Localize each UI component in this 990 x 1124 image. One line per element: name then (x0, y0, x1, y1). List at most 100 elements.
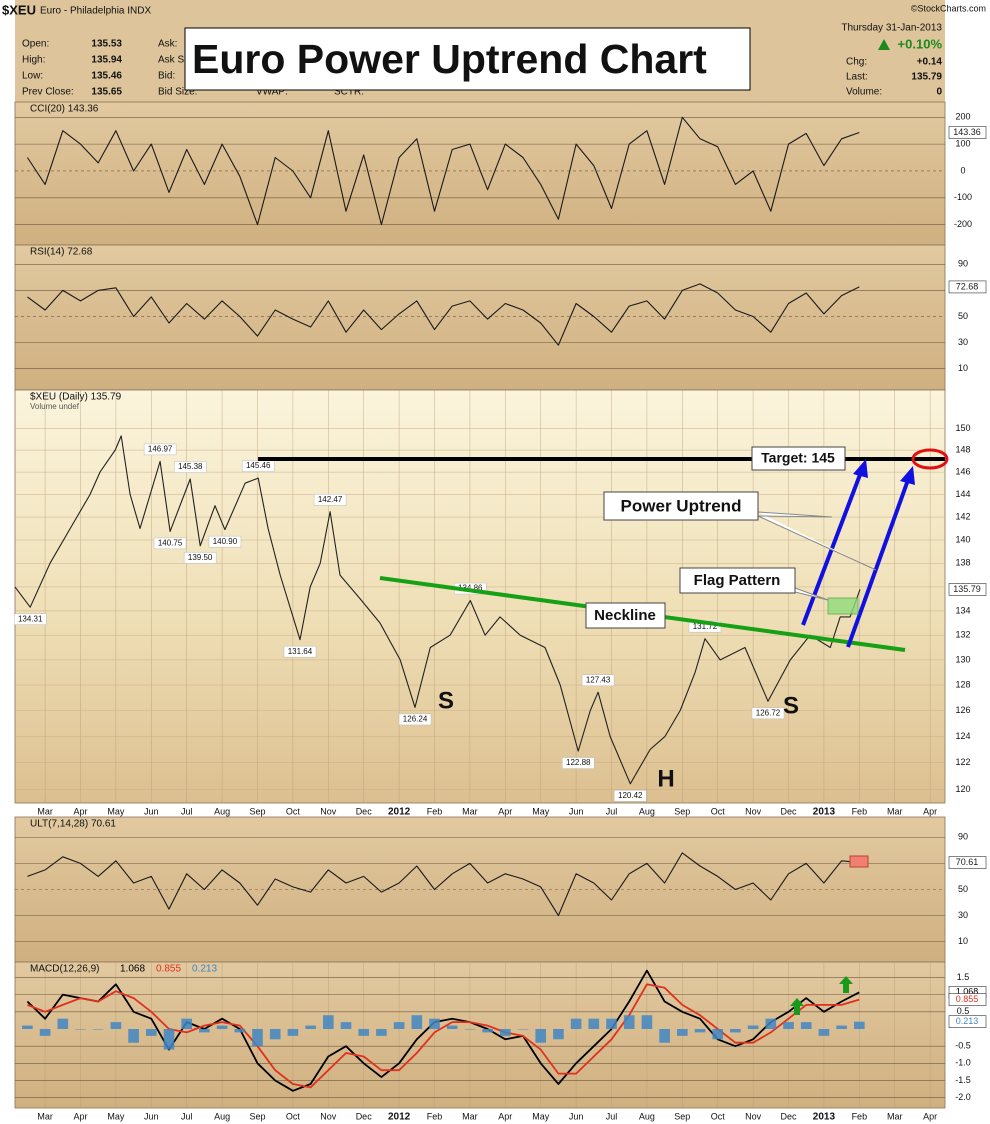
last-value-box (948, 993, 987, 1006)
x-tick-label: Nov (320, 806, 337, 816)
last-value-box (948, 856, 987, 869)
histogram-bar (818, 1028, 830, 1036)
pivot-label-box (313, 493, 347, 506)
x-tick-label: Jun (144, 1111, 159, 1121)
quote-label: High: (22, 55, 45, 66)
x-tick-label: Feb (427, 806, 443, 816)
x-tick-label: Jun (569, 806, 584, 816)
histogram-bar (606, 1018, 617, 1029)
histogram-bar (854, 1021, 865, 1029)
book-label: Bid: (158, 71, 175, 82)
title-box (184, 27, 751, 91)
panel-sublabel: Volume undef (30, 402, 80, 411)
target-ellipse (911, 448, 949, 470)
y-tick-label: 10 (958, 363, 968, 373)
book-label: Ask: (158, 39, 177, 50)
y-tick-label: 128 (955, 679, 970, 689)
histogram-bar (783, 1022, 794, 1029)
histogram-bar (836, 1025, 847, 1029)
extra-label: SCTR: (334, 87, 364, 98)
histogram-bar (641, 1015, 653, 1029)
histogram-bar (429, 1018, 440, 1029)
pivot-label: 146.97 (148, 445, 173, 454)
histogram-bar (570, 1018, 582, 1029)
histogram-bar (340, 1022, 352, 1029)
y-tick-label: 30 (958, 337, 968, 347)
arrow-head (853, 459, 868, 478)
histogram-bar (553, 1028, 564, 1040)
histogram-bar (287, 1028, 299, 1036)
y-tick-label: -2.0 (955, 1092, 971, 1102)
buy-arrow (839, 976, 853, 993)
pivot-label-box (398, 713, 432, 726)
stat-value: 0 (936, 87, 942, 98)
pivot-label: 134.86 (458, 584, 483, 593)
y-tick-label: 142 (955, 511, 970, 521)
x-tick-label: Nov (745, 1111, 762, 1121)
x-tick-label: Jul (606, 1111, 618, 1121)
y-tick-label: 50 (958, 884, 968, 894)
quote-value: 135.94 (91, 55, 122, 66)
y-tick-label: 0 (960, 165, 965, 175)
callout-box (751, 446, 846, 471)
histogram-bar (57, 1018, 69, 1029)
x-tick-label: Oct (286, 806, 301, 816)
histogram-bar (376, 1028, 387, 1036)
x-tick-label: Dec (781, 1111, 798, 1121)
y-tick-label: 126 (955, 705, 970, 715)
histogram-bar (659, 1028, 670, 1043)
x-tick-label: 2013 (813, 807, 836, 818)
y-tick-label: 50 (958, 311, 968, 321)
last-value-box (948, 1015, 987, 1028)
histogram-bar (730, 1028, 741, 1033)
y-tick-label: 200 (955, 112, 970, 122)
symbol: $XEU (2, 2, 36, 17)
histogram-bar (500, 1028, 511, 1036)
pivot-label: 142.47 (318, 495, 343, 504)
histogram-bar (252, 1028, 263, 1047)
series-line (14, 435, 861, 785)
histogram-bar (765, 1018, 777, 1029)
x-tick-label: Oct (711, 806, 726, 816)
x-tick-label: Aug (214, 1111, 230, 1121)
y-tick-label: -1.5 (955, 1075, 971, 1085)
histogram-bar (75, 1028, 86, 1030)
histogram-bar (588, 1018, 600, 1029)
symbol-name: Euro - Philadelphia INDX (40, 6, 151, 17)
histogram-bar (623, 1015, 635, 1029)
pivot-label-box (183, 552, 217, 564)
pivot-label: 131.72 (693, 622, 718, 631)
extra-label: VWAP: (256, 87, 288, 98)
histogram-bar (446, 1025, 458, 1029)
histogram-bar (517, 1028, 529, 1030)
x-tick-label: Feb (427, 1111, 443, 1121)
panel (14, 244, 946, 391)
x-tick-label: May (532, 1111, 550, 1121)
x-tick-label: Apr (498, 806, 512, 816)
x-tick-label: Jul (181, 1111, 193, 1121)
x-tick-label: Dec (781, 806, 798, 816)
histogram-bar (110, 1022, 122, 1029)
histogram-bar (712, 1028, 724, 1040)
x-tick-label: May (532, 806, 550, 816)
x-tick-label: Sep (674, 806, 690, 816)
callout-box (603, 491, 759, 521)
last-value: 0.855 (956, 994, 979, 1004)
y-tick-label: 134 (955, 605, 970, 615)
last-value: 72.68 (956, 281, 979, 291)
y-tick-label: 150 (955, 423, 970, 433)
x-tick-label: Mar (37, 806, 53, 816)
histogram-bar (305, 1025, 316, 1029)
y-tick-label: 148 (955, 444, 970, 454)
x-tick-label: Apr (498, 1111, 512, 1121)
pivot-label-box (208, 535, 242, 548)
series-line (27, 283, 860, 346)
y-tick-label: 100 (955, 138, 970, 148)
x-tick-label: Aug (639, 806, 655, 816)
histogram-bar (22, 1025, 33, 1029)
quote-label: Low: (22, 71, 43, 82)
histogram-bar (747, 1025, 759, 1029)
uptrend-arrow (846, 479, 910, 648)
up-triangle (878, 39, 890, 50)
x-tick-label: Nov (745, 806, 762, 816)
